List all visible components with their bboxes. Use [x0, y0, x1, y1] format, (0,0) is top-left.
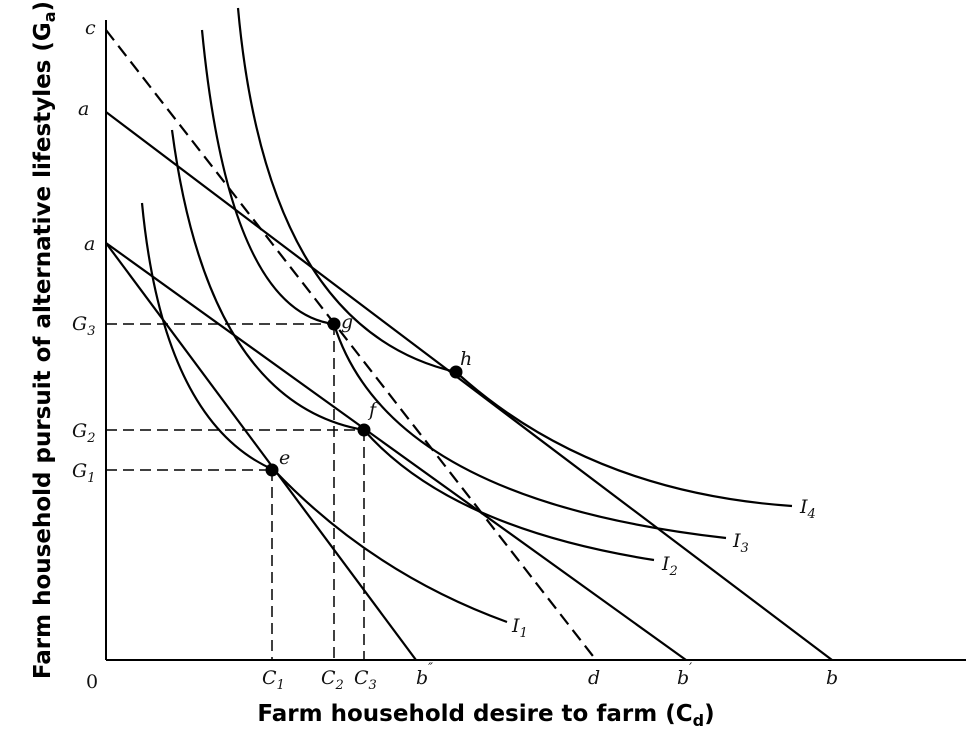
point-f — [357, 423, 371, 437]
point-label-g: g — [341, 311, 353, 333]
y-label-G3: G3 — [72, 313, 95, 339]
budget-line-a-b-double-prime — [105, 242, 417, 661]
budget-line-a-b-prime — [105, 242, 687, 661]
origin-label: 0 — [86, 671, 98, 693]
x-label-C3: C3 — [354, 667, 377, 693]
budget-line-c-d-dashed — [105, 29, 597, 661]
x-label-C1: C1 — [262, 667, 285, 693]
x-label-d: d — [588, 667, 600, 689]
x-label-C2: C2 — [321, 667, 344, 693]
point-label-e: e — [279, 447, 290, 469]
y-axis-title: Farm household pursuit of alternative li… — [30, 1, 59, 679]
point-e — [265, 463, 279, 477]
y-label-G2: G2 — [72, 420, 95, 446]
point-label-f: f — [367, 399, 379, 421]
y-label-a-lower: a — [84, 233, 95, 255]
curve-label-I2: I2 — [661, 553, 678, 579]
x-label-b: b — [826, 667, 838, 689]
y-label-c: c — [85, 17, 96, 39]
y-label-G1: G1 — [72, 460, 95, 486]
x-label-b-prime: b′ — [677, 661, 692, 689]
indifference-curve-I3 — [200, 29, 727, 540]
curve-label-I4: I4 — [799, 496, 816, 522]
point-h — [449, 365, 463, 379]
curve-label-I1: I1 — [511, 615, 528, 641]
x-axis-title: Farm household desire to farm (Cd) — [257, 701, 714, 729]
indifference-curve-I4 — [236, 7, 793, 508]
y-label-a-upper: a — [78, 98, 89, 120]
point-label-h: h — [460, 348, 472, 370]
x-label-b-double-prime: b″ — [416, 661, 433, 689]
indifference-curve-I1 — [140, 202, 508, 624]
point-g — [327, 317, 341, 331]
curve-label-I3: I3 — [732, 530, 749, 556]
budget-line-a-b — [105, 111, 833, 661]
